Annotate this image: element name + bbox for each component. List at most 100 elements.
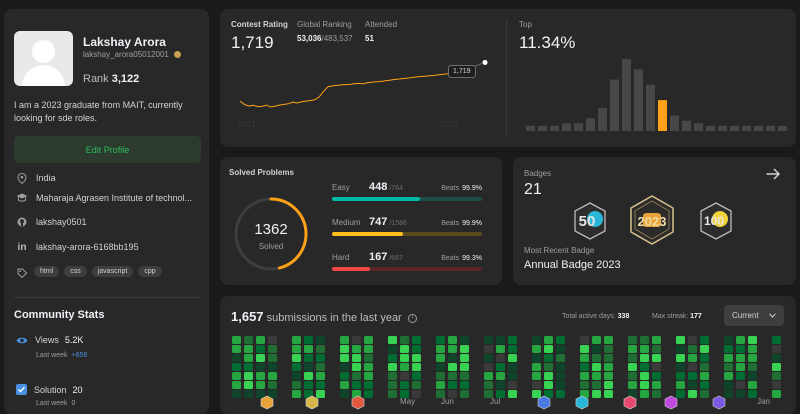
heatmap-cell[interactable] bbox=[556, 372, 565, 380]
heatmap-cell[interactable] bbox=[340, 390, 349, 398]
heatmap-cell[interactable] bbox=[400, 336, 409, 344]
heatmap-cell[interactable] bbox=[700, 363, 709, 371]
100-days-badge-icon[interactable]: 100 bbox=[697, 201, 735, 241]
heatmap-cell[interactable] bbox=[388, 381, 397, 389]
heatmap-cell[interactable] bbox=[244, 372, 253, 380]
heatmap-cell[interactable] bbox=[544, 354, 553, 362]
heatmap-cell[interactable] bbox=[652, 336, 661, 344]
heatmap-cell[interactable] bbox=[724, 336, 733, 344]
heatmap-cell[interactable] bbox=[244, 390, 253, 398]
heatmap-cell[interactable] bbox=[532, 345, 541, 353]
badge-marker-icon[interactable] bbox=[537, 395, 551, 410]
heatmap-cell[interactable] bbox=[484, 363, 493, 371]
histogram-bar[interactable] bbox=[610, 79, 619, 131]
heatmap-cell[interactable] bbox=[460, 390, 469, 398]
skill-tag[interactable]: html bbox=[34, 266, 60, 277]
heatmap-cell[interactable] bbox=[544, 381, 553, 389]
heatmap-cell[interactable] bbox=[268, 381, 277, 389]
heatmap-cell[interactable] bbox=[496, 372, 505, 380]
heatmap-cell[interactable] bbox=[388, 354, 397, 362]
heatmap-cell[interactable] bbox=[640, 336, 649, 344]
heatmap-cell[interactable] bbox=[700, 354, 709, 362]
heatmap-cell[interactable] bbox=[736, 390, 745, 398]
heatmap-cell[interactable] bbox=[352, 354, 361, 362]
heatmap-cell[interactable] bbox=[268, 390, 277, 398]
heatmap-cell[interactable] bbox=[292, 372, 301, 380]
heatmap-cell[interactable] bbox=[676, 372, 685, 380]
histogram-bar[interactable] bbox=[598, 107, 607, 131]
heatmap-cell[interactable] bbox=[508, 390, 517, 398]
heatmap-cell[interactable] bbox=[304, 390, 313, 398]
heatmap-cell[interactable] bbox=[556, 345, 565, 353]
heatmap-cell[interactable] bbox=[316, 345, 325, 353]
annual-2023-badge-icon[interactable]: 2023 bbox=[628, 195, 676, 245]
heatmap-cell[interactable] bbox=[748, 336, 757, 344]
heatmap-cell[interactable] bbox=[508, 363, 517, 371]
heatmap-cell[interactable] bbox=[532, 381, 541, 389]
heatmap-cell[interactable] bbox=[580, 372, 589, 380]
badge-marker-icon[interactable] bbox=[351, 395, 365, 410]
rating-histogram[interactable] bbox=[506, 9, 796, 147]
heatmap-cell[interactable] bbox=[736, 345, 745, 353]
heatmap-cell[interactable] bbox=[412, 363, 421, 371]
heatmap-cell[interactable] bbox=[412, 345, 421, 353]
heatmap-cell[interactable] bbox=[388, 363, 397, 371]
heatmap-cell[interactable] bbox=[604, 345, 613, 353]
badge-marker-icon[interactable] bbox=[260, 395, 274, 410]
heatmap-cell[interactable] bbox=[352, 345, 361, 353]
heatmap-cell[interactable] bbox=[508, 354, 517, 362]
heatmap-cell[interactable] bbox=[388, 390, 397, 398]
heatmap-cell[interactable] bbox=[736, 336, 745, 344]
heatmap-cell[interactable] bbox=[700, 372, 709, 380]
heatmap-cell[interactable] bbox=[688, 372, 697, 380]
heatmap-cell[interactable] bbox=[736, 372, 745, 380]
badge-marker-icon[interactable] bbox=[575, 395, 589, 410]
heatmap-cell[interactable] bbox=[412, 336, 421, 344]
histogram-bar[interactable] bbox=[550, 125, 559, 131]
heatmap-cell[interactable] bbox=[556, 354, 565, 362]
heatmap-cell[interactable] bbox=[508, 336, 517, 344]
heatmap-cell[interactable] bbox=[268, 363, 277, 371]
heatmap-cell[interactable] bbox=[436, 372, 445, 380]
heatmap-cell[interactable] bbox=[628, 363, 637, 371]
heatmap-cell[interactable] bbox=[460, 336, 469, 344]
heatmap-cell[interactable] bbox=[688, 390, 697, 398]
heatmap-cell[interactable] bbox=[496, 354, 505, 362]
heatmap-cell[interactable] bbox=[748, 345, 757, 353]
histogram-bar[interactable] bbox=[742, 125, 751, 131]
heatmap-cell[interactable] bbox=[460, 381, 469, 389]
heatmap-cell[interactable] bbox=[580, 336, 589, 344]
heatmap-cell[interactable] bbox=[772, 336, 781, 344]
heatmap-cell[interactable] bbox=[748, 363, 757, 371]
heatmap-cell[interactable] bbox=[460, 363, 469, 371]
heatmap-cell[interactable] bbox=[700, 390, 709, 398]
heatmap-cell[interactable] bbox=[592, 363, 601, 371]
heatmap-cell[interactable] bbox=[400, 390, 409, 398]
heatmap-cell[interactable] bbox=[688, 354, 697, 362]
heatmap-cell[interactable] bbox=[604, 372, 613, 380]
heatmap-cell[interactable] bbox=[304, 354, 313, 362]
heatmap-cell[interactable] bbox=[400, 372, 409, 380]
heatmap-cell[interactable] bbox=[496, 381, 505, 389]
histogram-bar[interactable] bbox=[586, 118, 595, 131]
heatmap-cell[interactable] bbox=[736, 381, 745, 389]
heatmap-cell[interactable] bbox=[592, 381, 601, 389]
heatmap-cell[interactable] bbox=[580, 381, 589, 389]
heatmap-cell[interactable] bbox=[628, 336, 637, 344]
heatmap-cell[interactable] bbox=[592, 345, 601, 353]
heatmap-cell[interactable] bbox=[388, 345, 397, 353]
skill-tag[interactable]: javascript bbox=[91, 266, 134, 277]
heatmap-cell[interactable] bbox=[388, 336, 397, 344]
heatmap-cell[interactable] bbox=[676, 345, 685, 353]
histogram-bar[interactable] bbox=[694, 123, 703, 131]
heatmap-cell[interactable] bbox=[292, 390, 301, 398]
heatmap-cell[interactable] bbox=[652, 390, 661, 398]
heatmap-cell[interactable] bbox=[484, 390, 493, 398]
heatmap-cell[interactable] bbox=[652, 363, 661, 371]
heatmap-cell[interactable] bbox=[640, 354, 649, 362]
heatmap-cell[interactable] bbox=[748, 381, 757, 389]
heatmap-cell[interactable] bbox=[532, 363, 541, 371]
heatmap-cell[interactable] bbox=[508, 372, 517, 380]
heatmap-cell[interactable] bbox=[556, 390, 565, 398]
heatmap-cell[interactable] bbox=[496, 336, 505, 344]
